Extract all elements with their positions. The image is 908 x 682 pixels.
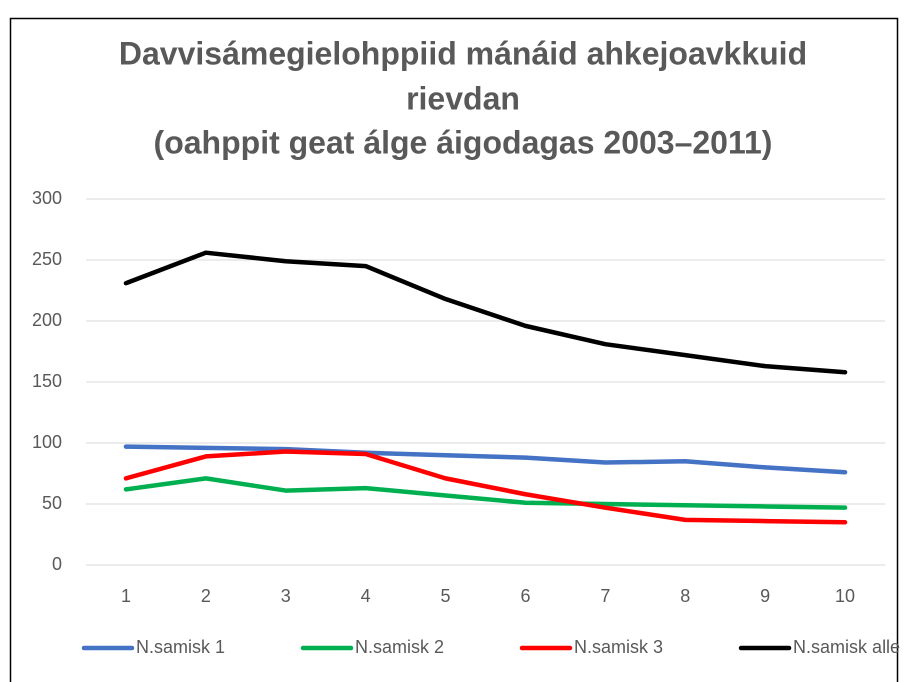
- chart-title: (oahppit geat álge áigodagas 2003–2011): [154, 124, 773, 160]
- x-tick-label: 1: [121, 586, 131, 606]
- legend-label: N.samisk 3: [574, 637, 663, 657]
- y-tick-label: 0: [52, 554, 62, 574]
- x-tick-label: 3: [281, 586, 291, 606]
- line-series: [123, 444, 848, 475]
- line-series: [123, 449, 848, 525]
- y-tick-label: 250: [32, 249, 62, 269]
- x-tick-label: 4: [361, 586, 371, 606]
- y-tick-label: 150: [32, 371, 62, 391]
- chart-border: [9, 17, 899, 682]
- x-tick-label: 8: [680, 586, 690, 606]
- x-tick-label: 2: [201, 586, 211, 606]
- legend-label: N.samisk 2: [355, 637, 444, 657]
- y-tick-label: 50: [42, 493, 62, 513]
- legend-label: N.samisk 1: [136, 637, 225, 657]
- x-tick-label: 9: [760, 586, 770, 606]
- y-tick-label: 200: [32, 310, 62, 330]
- legend-label: N.samisk alle: [793, 637, 900, 657]
- chart-title: rievdan: [406, 80, 520, 116]
- y-tick-label: 300: [32, 188, 62, 208]
- y-tick-label: 100: [32, 432, 62, 452]
- x-tick-label: 10: [835, 586, 855, 606]
- chart-title: Davvisámegielohppiid mánáid ahkejoavkkui…: [119, 35, 807, 71]
- x-tick-label: 5: [441, 586, 451, 606]
- line-series: [123, 476, 848, 510]
- line-series: [123, 250, 848, 375]
- x-tick-label: 7: [600, 586, 610, 606]
- x-tick-label: 6: [520, 586, 530, 606]
